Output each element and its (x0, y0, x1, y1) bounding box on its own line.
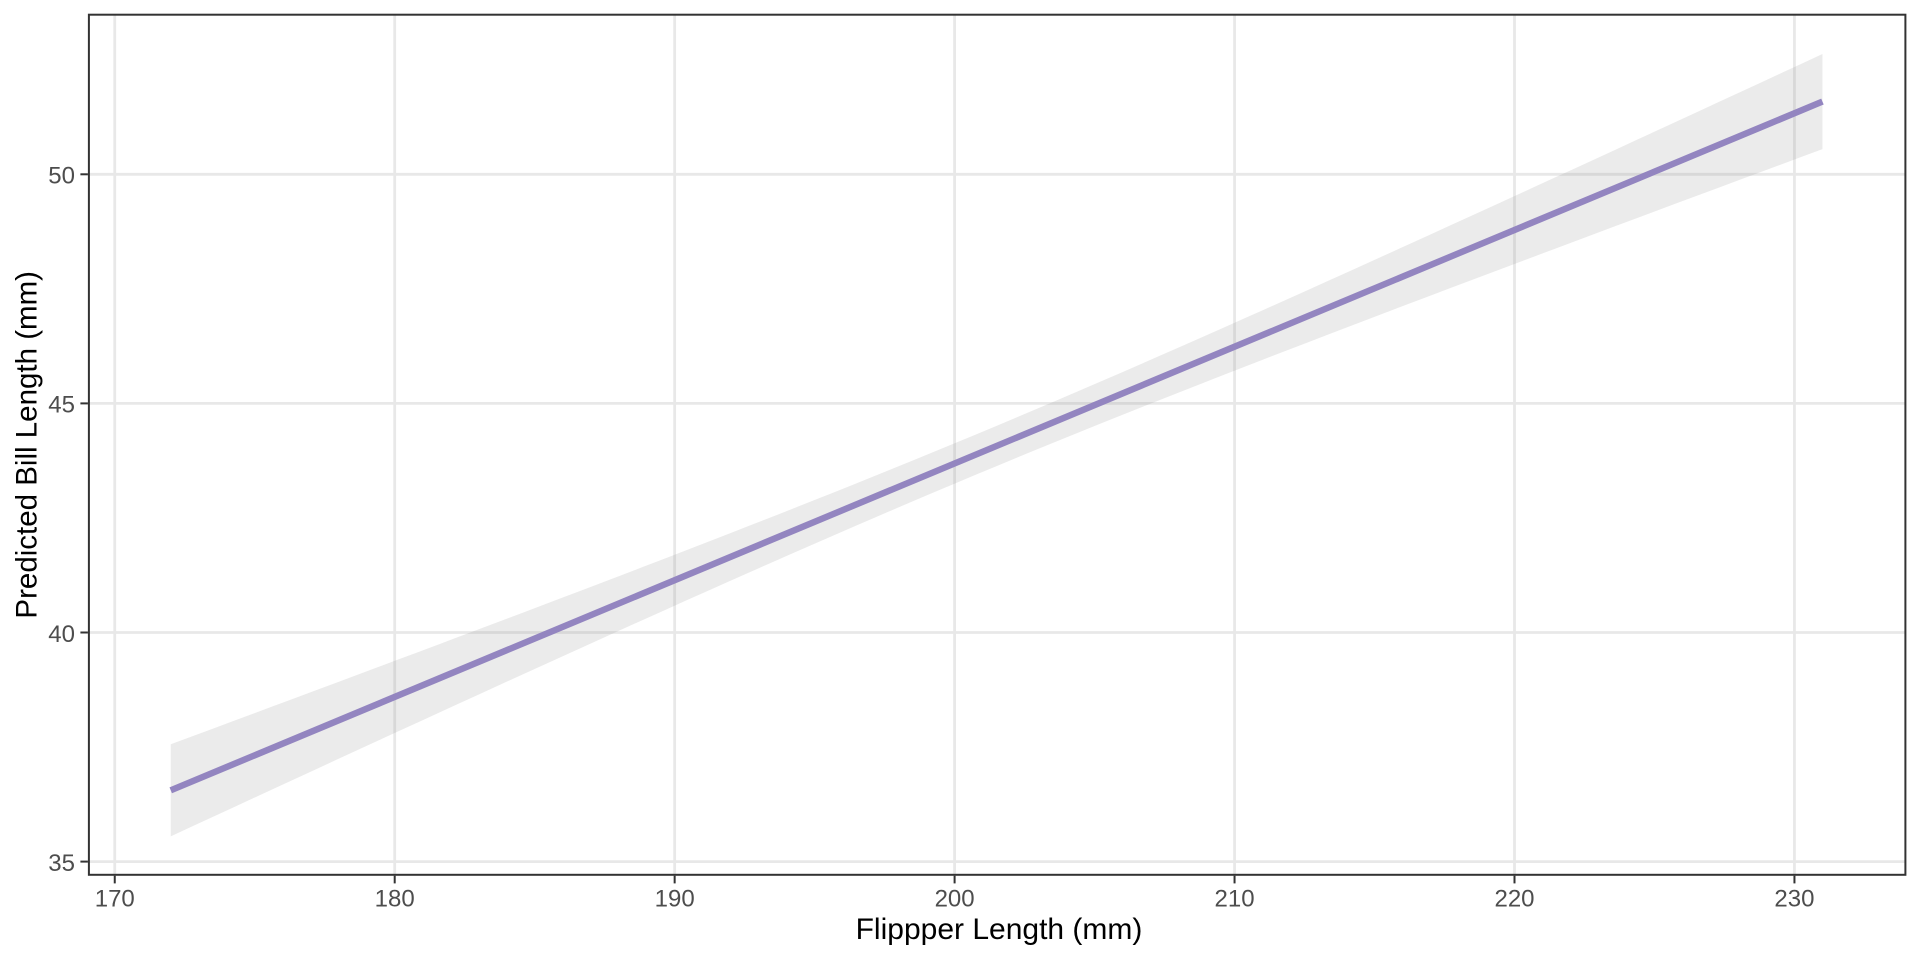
svg-text:Predicted Bill Length (mm): Predicted Bill Length (mm) (10, 271, 43, 619)
svg-text:220: 220 (1494, 885, 1534, 912)
svg-text:190: 190 (655, 885, 695, 912)
svg-text:230: 230 (1774, 885, 1814, 912)
svg-text:210: 210 (1215, 885, 1255, 912)
svg-text:180: 180 (375, 885, 415, 912)
svg-text:170: 170 (95, 885, 135, 912)
svg-text:45: 45 (48, 392, 75, 419)
svg-text:200: 200 (935, 885, 975, 912)
svg-text:Flippper Length (mm): Flippper Length (mm) (856, 913, 1143, 946)
svg-text:50: 50 (48, 163, 75, 190)
svg-text:35: 35 (48, 850, 75, 877)
svg-text:40: 40 (48, 621, 75, 648)
